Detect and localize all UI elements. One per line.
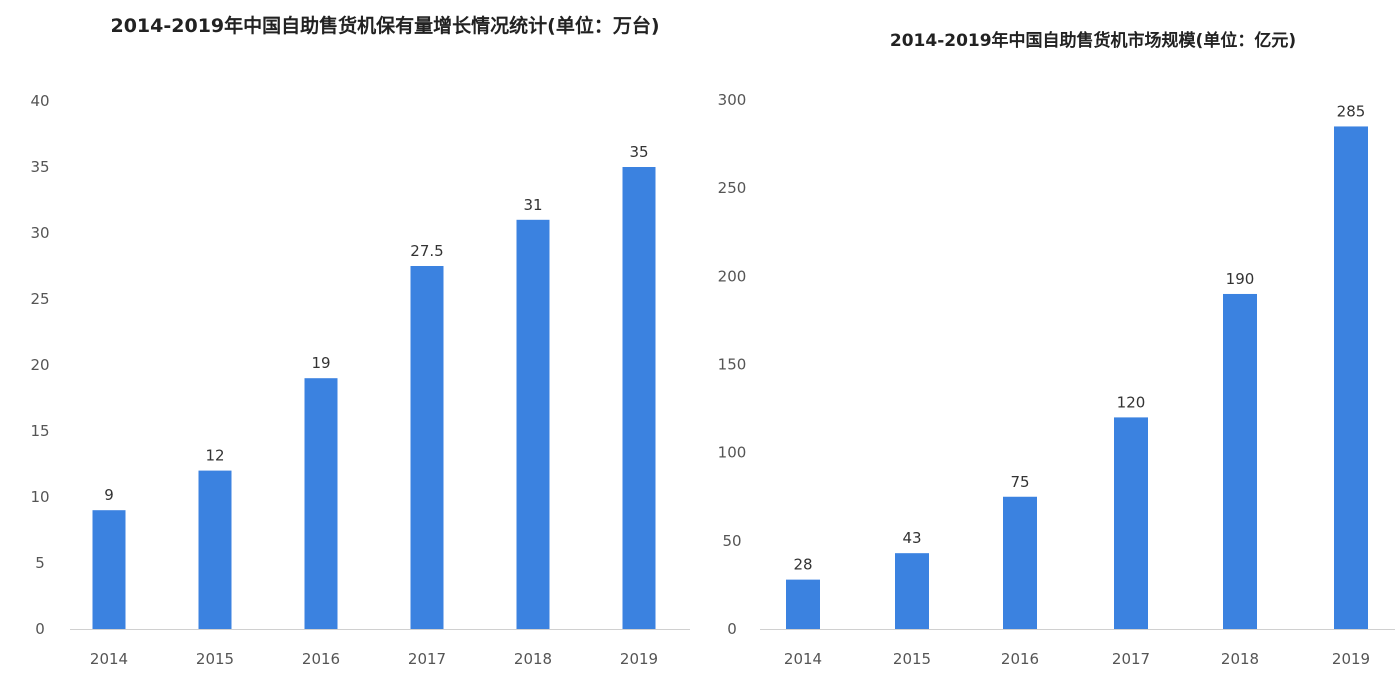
bar-2018 <box>1223 293 1257 629</box>
data-label-2019: 35 <box>629 143 648 161</box>
y-tick-label: 200 <box>718 267 747 285</box>
x-tick-label: 2018 <box>1221 650 1259 668</box>
bar-2014 <box>786 579 820 629</box>
y-tick-label: 250 <box>718 179 747 197</box>
bar-2017 <box>410 266 444 629</box>
bar-2017 <box>1114 417 1148 629</box>
x-tick-label: 2019 <box>1332 650 1370 668</box>
y-tick-label: 15 <box>30 422 49 440</box>
y-tick-label: 0 <box>35 620 45 638</box>
x-tick-label: 2017 <box>1112 650 1150 668</box>
bar-2015 <box>198 470 232 629</box>
data-label-2015: 12 <box>205 447 224 465</box>
x-tick-label: 2019 <box>620 650 658 668</box>
bar-2014 <box>92 510 126 629</box>
chart2-title: 2014-2019年中国自助售货机市场规模(单位：亿元) <box>890 30 1296 51</box>
data-label-2016: 19 <box>311 354 330 372</box>
x-tick-label: 2018 <box>514 650 552 668</box>
x-tick-label: 2014 <box>784 650 822 668</box>
y-tick-label: 40 <box>30 92 49 110</box>
data-label-2019: 285 <box>1337 102 1366 120</box>
data-label-2018: 190 <box>1226 270 1255 288</box>
data-label-2017: 120 <box>1117 393 1146 411</box>
chart1: 0 5 10 15 20 25 30 35 40 9 2014 12 2015 19 2016 27.5 201… <box>30 92 690 668</box>
y-tick-label: 5 <box>35 554 45 572</box>
y-tick-label: 50 <box>722 532 741 550</box>
bar-2019 <box>1334 126 1368 629</box>
y-tick-label: 35 <box>30 158 49 176</box>
bar-2019 <box>622 167 656 629</box>
data-label-2016: 75 <box>1010 473 1029 491</box>
data-label-2014: 28 <box>793 556 812 574</box>
x-tick-label: 2016 <box>1001 650 1039 668</box>
y-tick-label: 150 <box>718 356 747 374</box>
x-tick-label: 2015 <box>196 650 234 668</box>
data-label-2018: 31 <box>523 196 542 214</box>
y-tick-label: 300 <box>718 91 747 109</box>
bar-2016 <box>1003 496 1037 629</box>
y-tick-label: 100 <box>718 444 747 462</box>
y-tick-label: 30 <box>30 224 49 242</box>
data-label-2015: 43 <box>902 529 921 547</box>
x-tick-label: 2014 <box>90 650 128 668</box>
y-tick-label: 20 <box>30 356 49 374</box>
x-tick-label: 2015 <box>893 650 931 668</box>
chart2: 0 50 100 150 200 250 300 28 2014 43 2015 75 2016 120 2… <box>718 91 1395 668</box>
bar-2018 <box>516 219 550 630</box>
data-label-2014: 9 <box>104 486 114 504</box>
x-tick-label: 2016 <box>302 650 340 668</box>
y-tick-label: 25 <box>30 290 49 308</box>
bar-2016 <box>304 378 338 629</box>
y-tick-label: 10 <box>30 488 49 506</box>
bar-2015 <box>895 553 929 629</box>
data-label-2017: 27.5 <box>410 242 443 260</box>
x-tick-label: 2017 <box>408 650 446 668</box>
chart1-title: 2014-2019年中国自助售货机保有量增长情况统计(单位：万台) <box>110 14 659 37</box>
y-tick-label: 0 <box>727 620 737 638</box>
